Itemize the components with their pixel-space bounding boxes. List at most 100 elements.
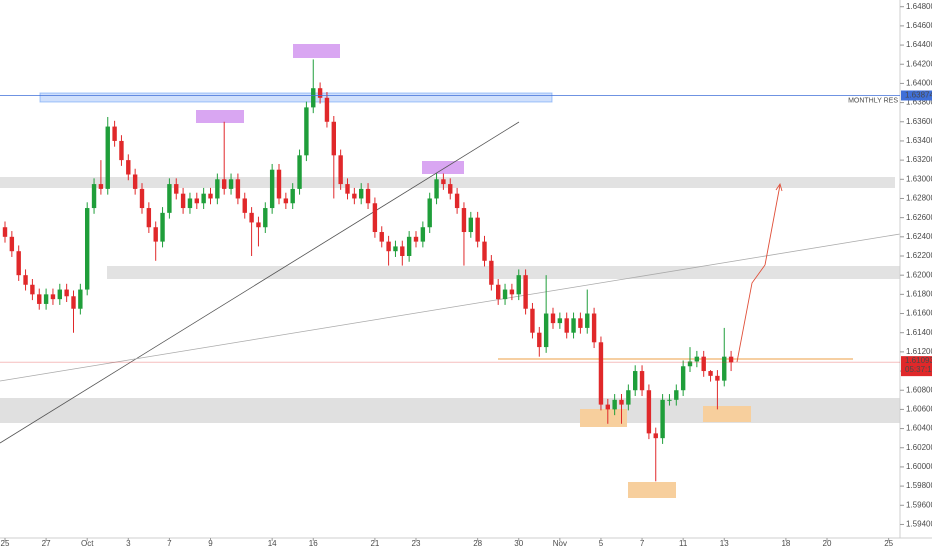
candle-body bbox=[324, 97, 330, 122]
x-tick-label: 21 bbox=[370, 539, 379, 548]
candle-body bbox=[139, 188, 145, 209]
candle-body bbox=[468, 217, 473, 233]
resistance-zone bbox=[39, 92, 553, 103]
candle-body bbox=[516, 275, 521, 295]
candle-body bbox=[619, 399, 624, 405]
candle-body bbox=[715, 375, 720, 381]
y-tick-label: 1.64400 bbox=[906, 40, 932, 49]
candle-body bbox=[9, 236, 15, 252]
candle-body bbox=[201, 193, 206, 204]
candle-body bbox=[578, 318, 583, 328]
candle-body bbox=[475, 217, 480, 242]
x-tick-label: 28 bbox=[473, 539, 482, 548]
candle-body bbox=[283, 198, 289, 204]
y-tick-label: 1.60800 bbox=[906, 385, 932, 394]
y-tick-label: 1.60400 bbox=[906, 424, 932, 433]
y-tick-label: 1.63800 bbox=[906, 98, 932, 107]
candle-body bbox=[98, 184, 104, 189]
projection-arrow bbox=[764, 184, 781, 266]
zone bbox=[0, 398, 900, 423]
y-tick-label: 1.63600 bbox=[906, 117, 932, 126]
drawings bbox=[0, 44, 901, 498]
candle-body bbox=[550, 313, 556, 324]
candle-body bbox=[722, 356, 727, 381]
y-tick-label: 1.64800 bbox=[906, 2, 932, 11]
y-tick-label: 1.62200 bbox=[906, 251, 932, 260]
candle-body bbox=[660, 399, 665, 439]
x-tick-label: 11 bbox=[679, 539, 688, 548]
x-tick-label: 25 bbox=[884, 539, 893, 548]
candle-body bbox=[57, 289, 62, 300]
x-tick-label: 13 bbox=[720, 539, 729, 548]
y-tick-label: 1.62600 bbox=[906, 213, 932, 222]
candle-body bbox=[153, 227, 158, 242]
last-price-tag bbox=[901, 356, 932, 377]
candle-body bbox=[448, 184, 453, 194]
high-marker bbox=[196, 110, 244, 123]
candle-body bbox=[372, 203, 378, 233]
candle-body bbox=[626, 390, 631, 405]
candle-body bbox=[728, 356, 734, 363]
candle-body bbox=[290, 188, 295, 204]
y-tick-label: 1.62000 bbox=[906, 270, 932, 279]
candle-body bbox=[78, 289, 83, 309]
candle-body bbox=[523, 275, 528, 309]
candle-body bbox=[208, 193, 213, 199]
candle-body bbox=[167, 184, 172, 213]
x-tick-label: 5 bbox=[599, 539, 604, 548]
y-tick-label: 1.64000 bbox=[906, 79, 932, 88]
candle-body bbox=[680, 366, 686, 391]
candle-body bbox=[235, 179, 241, 199]
candle-body bbox=[489, 260, 494, 285]
y-tick-label: 1.61600 bbox=[906, 309, 932, 318]
low-marker bbox=[703, 406, 751, 422]
candle-body bbox=[304, 107, 309, 156]
trend-line bbox=[0, 121, 520, 444]
candle-body bbox=[16, 251, 21, 276]
candle-body bbox=[400, 246, 405, 256]
x-tick-label: 25 bbox=[1, 539, 10, 548]
candle-body bbox=[365, 188, 371, 204]
candle-body bbox=[537, 332, 542, 348]
x-tick-label: Nov bbox=[553, 539, 567, 548]
low-marker bbox=[580, 409, 627, 427]
x-tick-label: 14 bbox=[268, 539, 277, 548]
projection-arrow bbox=[736, 264, 766, 363]
trend-line bbox=[0, 233, 901, 382]
high-marker bbox=[293, 44, 340, 58]
candle-body bbox=[612, 399, 617, 410]
y-tick-label: 1.61800 bbox=[906, 289, 932, 298]
x-tick-label: 16 bbox=[309, 539, 318, 548]
candle-body bbox=[701, 356, 706, 372]
candle-body bbox=[30, 284, 35, 295]
low-marker bbox=[628, 482, 676, 498]
y-tick-label: 1.62800 bbox=[906, 194, 932, 203]
candle-body bbox=[393, 246, 398, 252]
candle-body bbox=[434, 179, 439, 199]
candle-body bbox=[454, 193, 460, 209]
candle-body bbox=[180, 193, 186, 209]
candle-body bbox=[605, 404, 610, 410]
y-tick-label: 1.63000 bbox=[906, 174, 932, 183]
level-tag-label: 1.63874 bbox=[905, 91, 932, 100]
y-tick-label: 1.63200 bbox=[906, 155, 932, 164]
x-tick-label: 23 bbox=[412, 539, 421, 548]
candle-body bbox=[646, 390, 652, 434]
candle-body bbox=[105, 126, 110, 189]
candle-body bbox=[502, 289, 508, 300]
zone bbox=[107, 266, 900, 279]
candle-body bbox=[591, 313, 597, 343]
high-marker bbox=[422, 161, 464, 174]
candle-body bbox=[345, 184, 350, 194]
candle-body bbox=[311, 88, 316, 108]
y-tick-label: 1.63400 bbox=[906, 136, 932, 145]
candle-body bbox=[571, 318, 576, 333]
candle-body bbox=[420, 227, 426, 242]
candle-body bbox=[215, 179, 220, 199]
candle-body bbox=[496, 284, 501, 300]
x-tick-label: 7 bbox=[167, 539, 172, 548]
x-tick-label: Oct bbox=[81, 539, 94, 548]
candle-body bbox=[687, 361, 693, 367]
candle-body bbox=[509, 289, 515, 295]
candle-body bbox=[708, 371, 713, 376]
